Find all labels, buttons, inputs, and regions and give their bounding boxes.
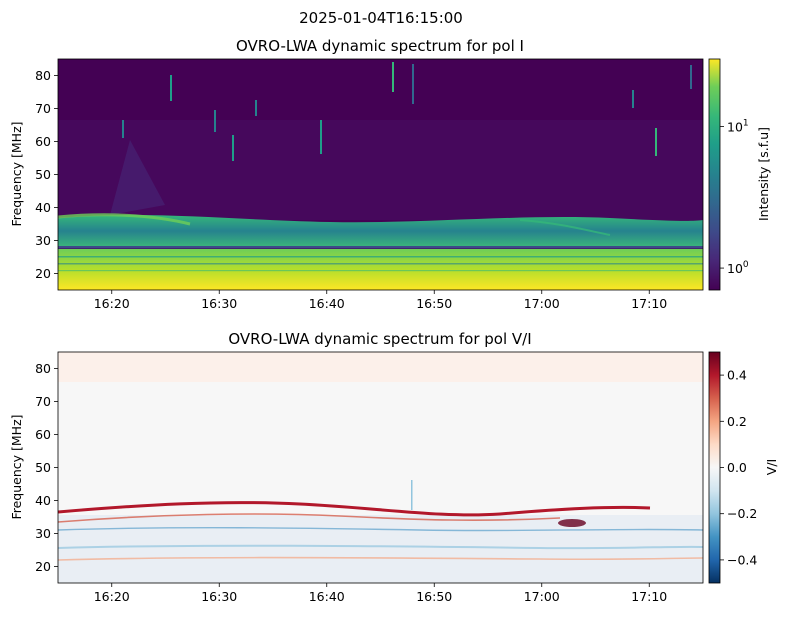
colorbar-tick-label: 0.4: [727, 368, 747, 383]
heatmap-low-tint: [58, 515, 703, 583]
colorbar-tick-exponent: 1: [743, 119, 749, 129]
heatmap-streak: [392, 62, 394, 92]
heatmap-blue-band: [58, 526, 703, 532]
heatmap-emission-ridge-2: [519, 219, 611, 236]
y-tick-label: 70: [35, 101, 51, 116]
heatmap-streak: [122, 120, 124, 138]
y-tick-label: 30: [35, 526, 51, 541]
x-tick-label: 17:10: [631, 589, 667, 604]
figure-suptitle: 2025-01-04T16:15:00: [299, 9, 463, 27]
heatmap-streak: [170, 75, 172, 101]
heatmap-dark-spot: [558, 519, 586, 527]
y-tick-label: 30: [35, 233, 51, 248]
heatmap-blue-band-2: [58, 544, 703, 550]
heatmap-streak: [690, 65, 692, 89]
colorbar-tick-label: 0.2: [727, 414, 747, 429]
heatmap-drift-ridge-2: [58, 513, 561, 523]
y-tick-label: 40: [35, 493, 51, 508]
panel-title-pol-vi: OVRO-LWA dynamic spectrum for pol V/I: [228, 330, 531, 348]
y-tick-label: 20: [35, 266, 51, 281]
y-axis-label-pol-i: Frequency [MHz]: [9, 121, 24, 226]
heatmap-drift-ridge: [58, 501, 651, 517]
y-axis-label-pol-vi: Frequency [MHz]: [9, 414, 24, 519]
colorbar-tick-label: −0.2: [727, 506, 757, 521]
heatmap-low-stripe-1: [58, 256, 703, 258]
colorbar-label-pol-vi: V/I: [764, 459, 779, 475]
heatmap-low-stripe-2: [58, 263, 703, 265]
heatmap-streak: [632, 90, 634, 108]
heatmap-low-band: [58, 249, 703, 290]
colorbar-pol-vi: [708, 351, 721, 584]
heatmap-gap-line: [58, 246, 703, 249]
y-tick-label: 40: [35, 200, 51, 215]
heatmap-diffuse-emission: [110, 140, 165, 215]
heatmap-streak: [320, 120, 322, 154]
colorbar-tick-exponent: 0: [743, 260, 749, 270]
colorbar-tick-label: 100: [727, 260, 749, 276]
y-tick-label: 70: [35, 394, 51, 409]
x-tick-label: 16:20: [94, 589, 130, 604]
y-tick-label: 50: [35, 167, 51, 182]
heatmap-low-stripe-3: [58, 270, 703, 272]
y-tick-label: 80: [35, 68, 51, 83]
heatmap-pol-vi: [58, 352, 703, 583]
x-tick-label: 17:00: [524, 589, 560, 604]
colorbar-tick-label: 101: [727, 119, 749, 135]
panel-pol-vi: OVRO-LWA dynamic spectrum for pol V/I Fr…: [9, 330, 779, 604]
colorbar-tick-label: 0.0: [727, 460, 747, 475]
colorbar-pol-i: [708, 58, 721, 291]
x-tick-label: 16:50: [416, 589, 452, 604]
y-tick-label: 50: [35, 460, 51, 475]
heatmap-pol-i: [58, 59, 703, 290]
colorbar-label-pol-i: Intensity [s.f.u]: [756, 127, 771, 221]
heatmap-streak: [214, 110, 216, 132]
x-tick-label: 16:30: [201, 589, 237, 604]
heatmap-streak: [232, 135, 234, 161]
heatmap-red-band: [58, 556, 703, 561]
x-tick-label: 17:10: [631, 296, 667, 311]
x-tick-label: 16:30: [201, 296, 237, 311]
heatmap-streak: [411, 480, 413, 510]
heatmap-streak: [255, 100, 257, 116]
x-tick-label: 16:20: [94, 296, 130, 311]
panel-pol-i: OVRO-LWA dynamic spectrum for pol I: [9, 37, 771, 311]
y-tick-label: 60: [35, 134, 51, 149]
x-tick-label: 17:00: [524, 296, 560, 311]
y-tick-label: 60: [35, 427, 51, 442]
x-tick-label: 16:40: [309, 589, 345, 604]
x-tick-label: 16:50: [416, 296, 452, 311]
panel-title-pol-i: OVRO-LWA dynamic spectrum for pol I: [236, 37, 524, 55]
colorbar-tick-label: −0.4: [727, 552, 757, 567]
x-tick-label: 16:40: [309, 296, 345, 311]
colorbar-tick-base: 10: [727, 261, 743, 276]
y-tick-label: 20: [35, 559, 51, 574]
heatmap-streak: [412, 64, 414, 104]
heatmap-emission-ridge: [58, 213, 191, 226]
heatmap-mid-band: [58, 120, 703, 220]
heatmap-top-tint: [58, 352, 703, 382]
heatmap-streak: [655, 128, 657, 156]
y-tick-label: 80: [35, 361, 51, 376]
colorbar-tick-base: 10: [727, 120, 743, 135]
